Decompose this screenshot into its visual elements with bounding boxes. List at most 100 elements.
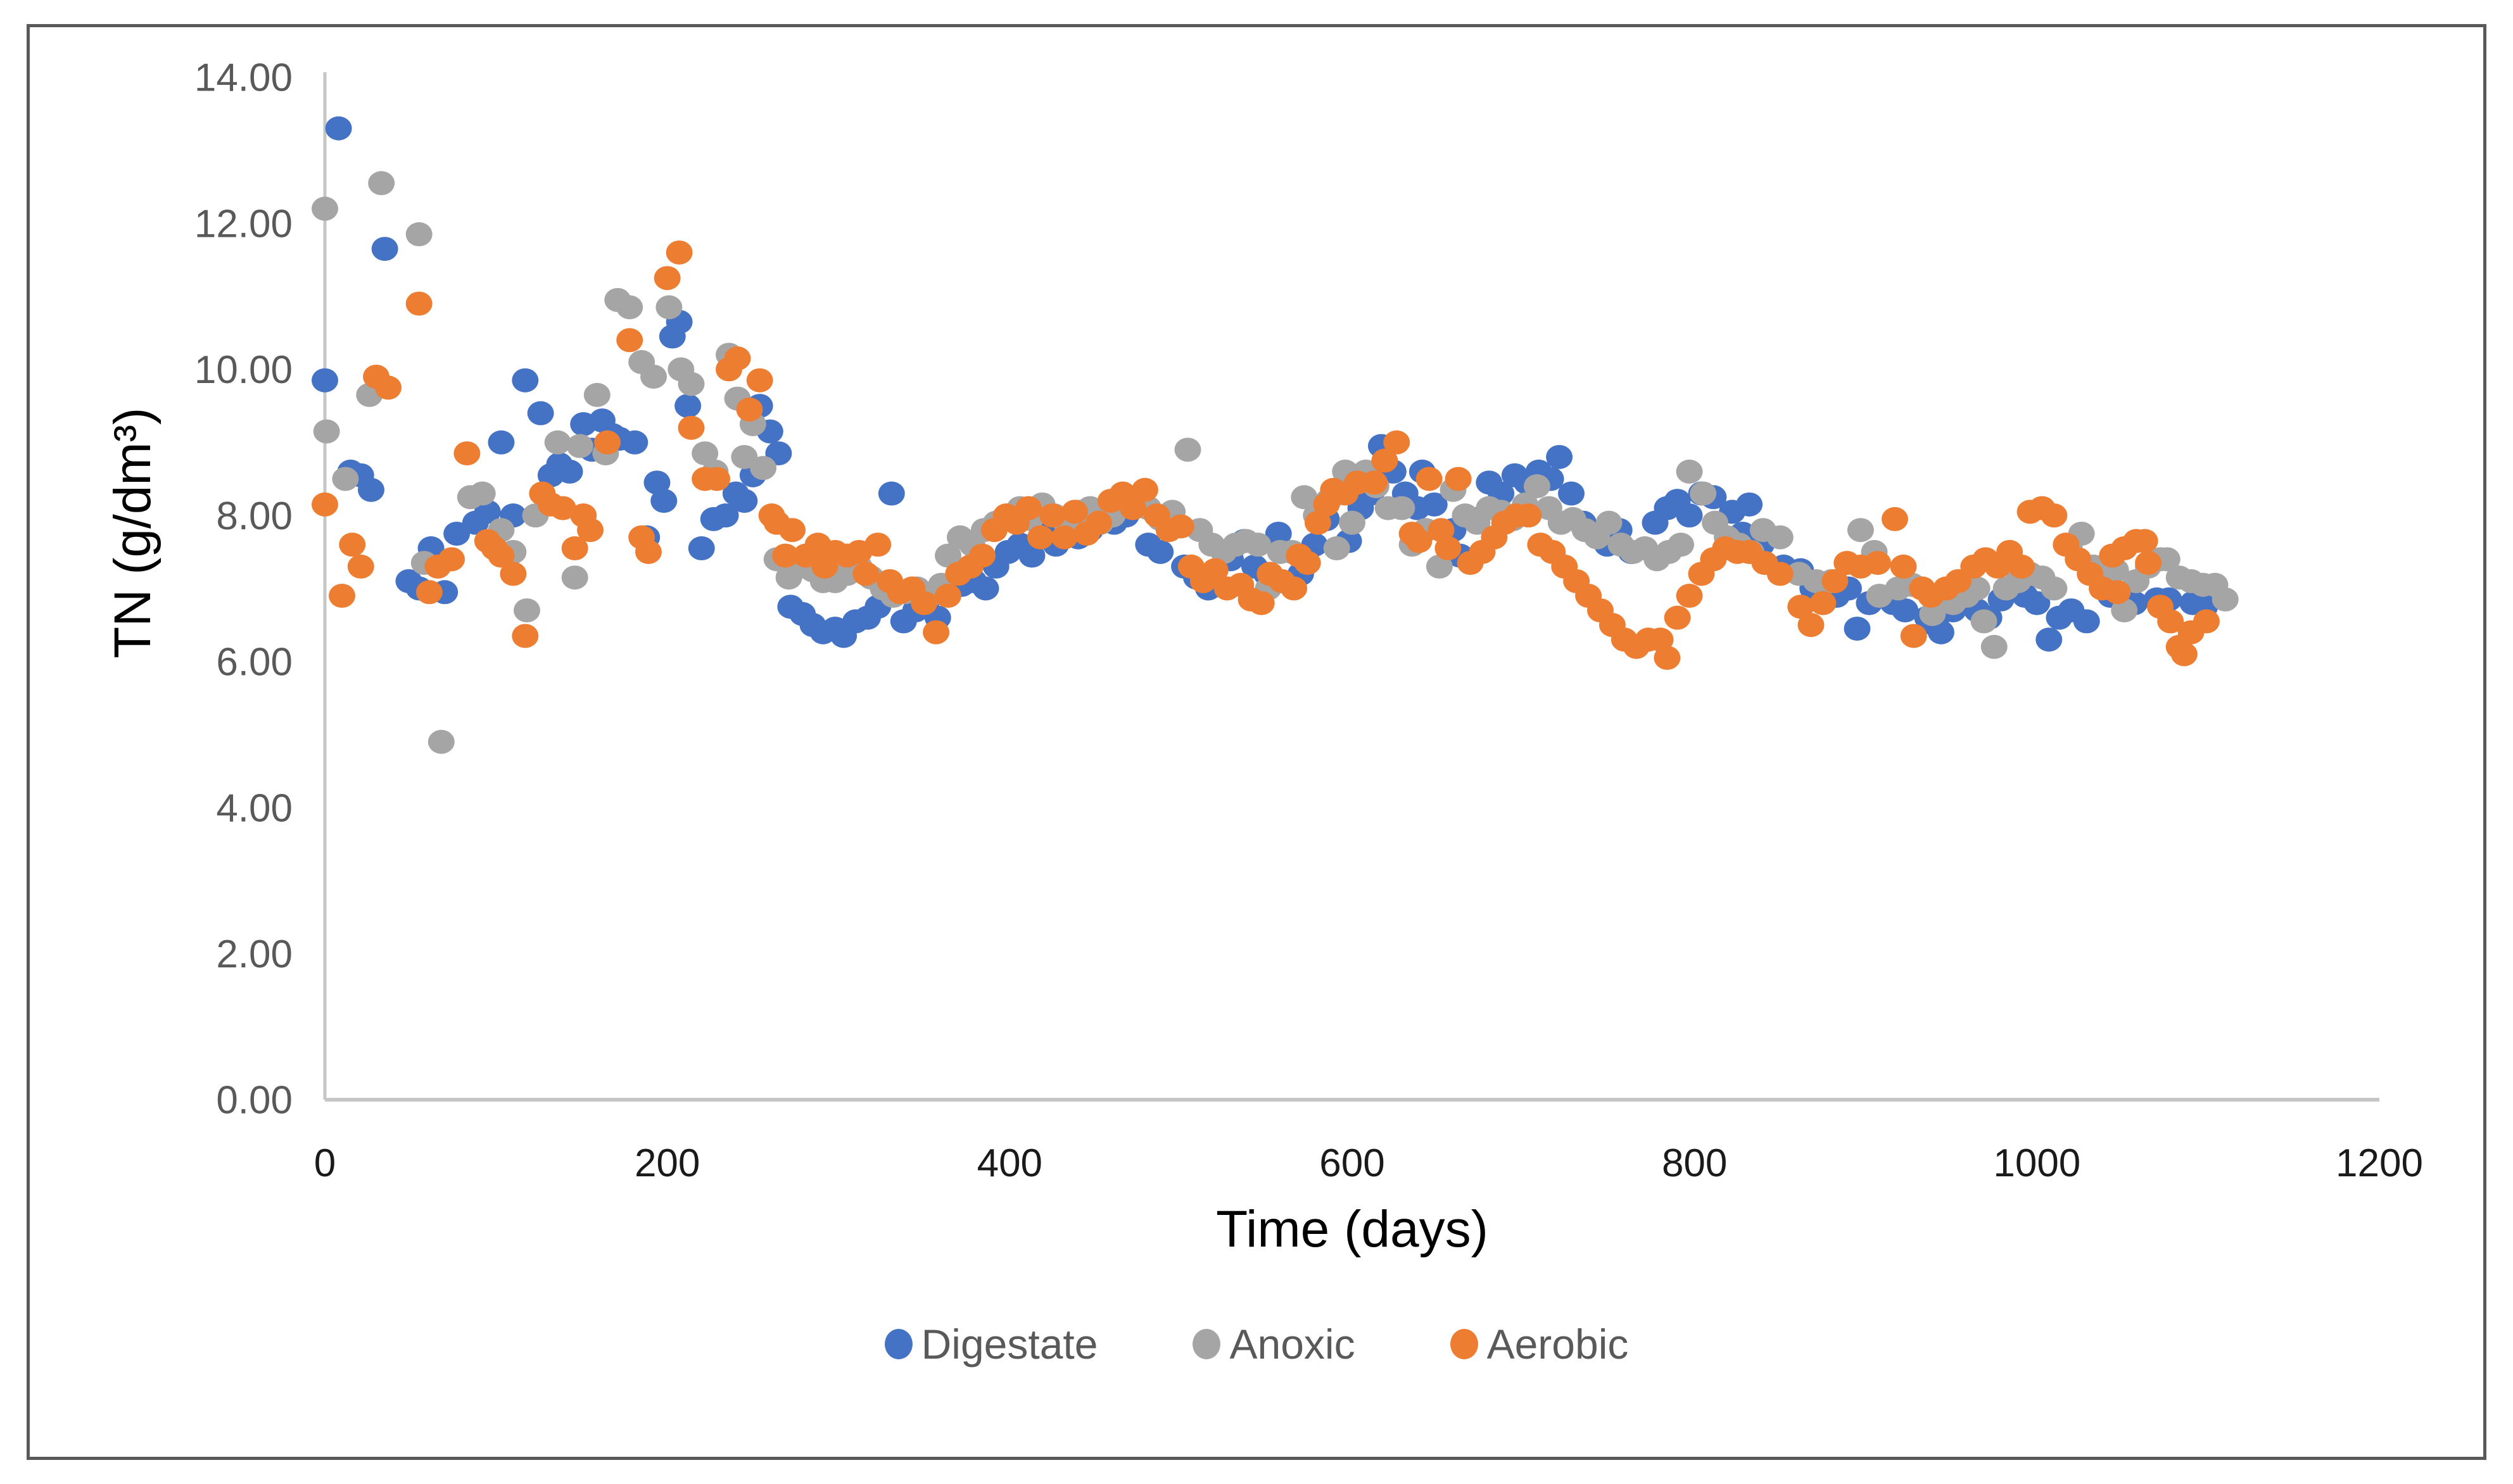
legend-marker-digestate-icon bbox=[884, 1329, 913, 1359]
data-point bbox=[864, 532, 892, 557]
data-point bbox=[972, 576, 999, 601]
data-point bbox=[583, 382, 611, 407]
data-point bbox=[577, 518, 604, 543]
data-point bbox=[339, 532, 366, 557]
data-point bbox=[923, 620, 950, 645]
data-point bbox=[969, 543, 996, 568]
data-point bbox=[878, 481, 905, 506]
data-point bbox=[1919, 601, 1946, 626]
data-point bbox=[1131, 477, 1158, 502]
legend-item-digestate[interactable]: Digestate bbox=[884, 1320, 1098, 1368]
data-point bbox=[549, 496, 576, 520]
data-point bbox=[2170, 642, 2198, 667]
data-point bbox=[1980, 634, 2008, 659]
data-point bbox=[1676, 459, 1703, 484]
series-aerobic bbox=[312, 240, 2220, 670]
data-point bbox=[655, 295, 683, 320]
data-point bbox=[2073, 609, 2100, 634]
data-point bbox=[750, 456, 777, 481]
data-point bbox=[469, 481, 496, 506]
x-tick-label: 1000 bbox=[1993, 1141, 2080, 1185]
data-point bbox=[643, 470, 671, 495]
x-tick-label: 400 bbox=[977, 1141, 1042, 1185]
x-tick-label: 1200 bbox=[2336, 1141, 2423, 1185]
data-point bbox=[1167, 514, 1194, 539]
data-point bbox=[1304, 510, 1331, 535]
legend-item-anoxic[interactable]: Anoxic bbox=[1193, 1320, 1355, 1368]
data-point bbox=[453, 441, 481, 466]
data-point bbox=[1558, 481, 1585, 506]
data-point bbox=[2212, 587, 2239, 612]
legend-marker-anoxic-icon bbox=[1193, 1329, 1221, 1359]
data-point bbox=[2023, 591, 2051, 615]
data-point bbox=[1809, 591, 1837, 615]
data-point bbox=[438, 547, 465, 572]
x-tick-label: 200 bbox=[635, 1141, 700, 1185]
data-point bbox=[616, 295, 643, 320]
data-point bbox=[1405, 529, 1433, 553]
data-point bbox=[1927, 620, 1954, 645]
data-point bbox=[1445, 467, 1472, 491]
data-point bbox=[1595, 510, 1623, 535]
data-point bbox=[731, 444, 758, 469]
data-point bbox=[911, 591, 938, 615]
data-point bbox=[1766, 562, 1794, 586]
data-point bbox=[704, 467, 731, 491]
data-point bbox=[1900, 624, 1927, 648]
y-tick-label: 0.00 bbox=[216, 1079, 293, 1122]
data-point bbox=[1864, 551, 1891, 575]
data-point bbox=[443, 521, 471, 546]
data-point bbox=[736, 397, 763, 422]
data-point bbox=[2111, 598, 2138, 623]
data-point bbox=[2104, 580, 2131, 605]
data-point bbox=[2035, 627, 2063, 652]
data-point bbox=[1654, 646, 1681, 670]
data-point bbox=[935, 584, 962, 608]
data-point bbox=[2135, 551, 2162, 575]
data-point bbox=[1892, 598, 1919, 623]
data-point bbox=[1248, 591, 1275, 615]
data-point bbox=[1388, 496, 1415, 520]
data-point bbox=[1361, 470, 1388, 495]
data-point bbox=[1119, 496, 1146, 520]
data-point bbox=[635, 539, 662, 564]
data-point bbox=[375, 375, 402, 400]
data-point bbox=[1018, 543, 1046, 568]
y-tick-label: 8.00 bbox=[216, 494, 293, 538]
x-tick-label: 0 bbox=[314, 1141, 336, 1185]
data-point bbox=[1085, 510, 1112, 535]
data-point bbox=[405, 222, 433, 247]
data-point bbox=[512, 368, 539, 393]
data-point bbox=[650, 489, 678, 513]
data-point bbox=[325, 116, 352, 141]
data-point bbox=[368, 171, 395, 196]
data-point bbox=[500, 562, 527, 586]
data-point bbox=[556, 459, 583, 484]
data-point bbox=[1265, 521, 1292, 546]
data-point bbox=[1676, 584, 1703, 608]
data-point bbox=[731, 489, 758, 513]
data-point bbox=[1523, 474, 1550, 498]
data-point bbox=[1415, 467, 1443, 491]
data-point bbox=[561, 565, 588, 590]
series-anoxic bbox=[312, 171, 2239, 754]
data-point bbox=[724, 346, 751, 371]
data-point bbox=[1421, 492, 1448, 517]
data-point bbox=[312, 492, 338, 517]
data-point bbox=[2041, 576, 2068, 601]
data-point bbox=[712, 503, 739, 528]
data-point bbox=[1426, 554, 1453, 579]
data-point bbox=[1664, 605, 1691, 630]
y-tick-label: 6.00 bbox=[216, 641, 293, 684]
data-point bbox=[512, 624, 539, 648]
data-point bbox=[594, 430, 621, 455]
data-point bbox=[513, 598, 540, 623]
y-tick-label: 2.00 bbox=[216, 933, 293, 976]
legend-item-aerobic[interactable]: Aerobic bbox=[1450, 1320, 1628, 1368]
data-point bbox=[561, 536, 588, 561]
legend: Digestate Anoxic Aerobic bbox=[0, 1320, 2513, 1368]
data-point bbox=[1821, 569, 1849, 593]
data-point bbox=[779, 518, 806, 543]
data-point bbox=[1881, 506, 1908, 531]
